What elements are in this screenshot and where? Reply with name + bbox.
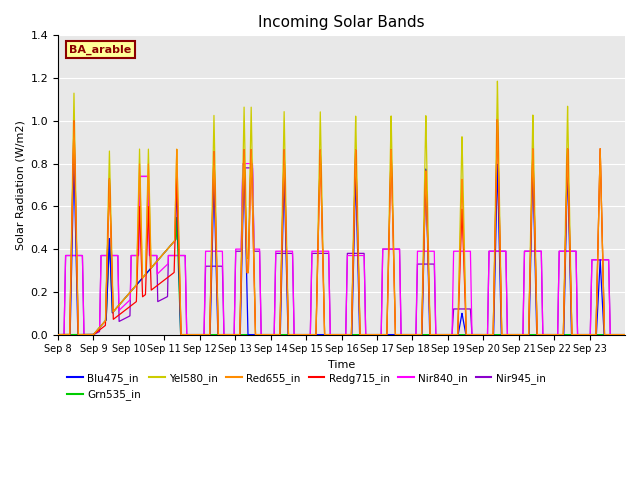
Text: BA_arable: BA_arable [69,44,132,55]
Title: Incoming Solar Bands: Incoming Solar Bands [258,15,425,30]
Legend: Blu475_in, Grn535_in, Yel580_in, Red655_in, Redg715_in, Nir840_in, Nir945_in: Blu475_in, Grn535_in, Yel580_in, Red655_… [63,369,550,404]
Y-axis label: Solar Radiation (W/m2): Solar Radiation (W/m2) [15,120,25,250]
X-axis label: Time: Time [328,360,355,370]
